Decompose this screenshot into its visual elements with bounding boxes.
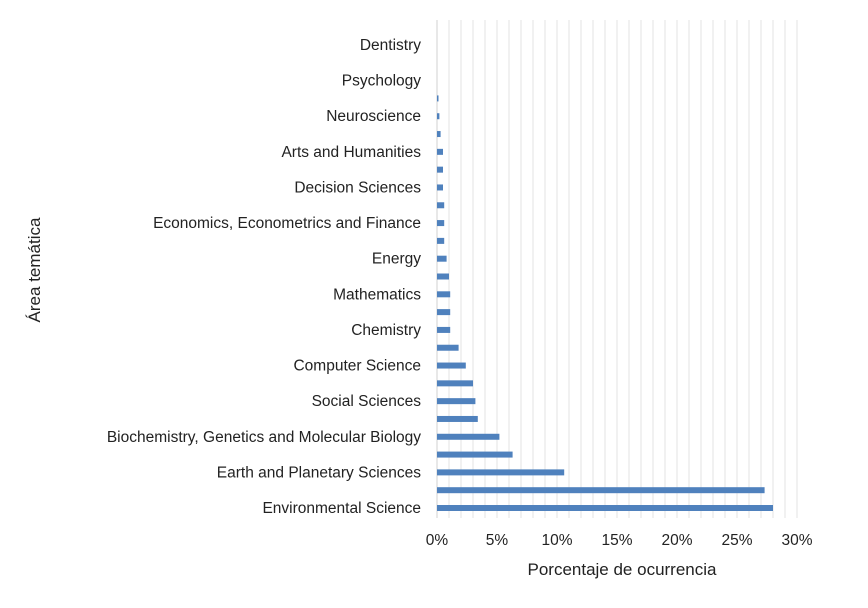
bar (437, 148, 443, 155)
bar (437, 362, 466, 369)
bar (437, 380, 473, 387)
category-label: Biochemistry, Genetics and Molecular Bio… (107, 429, 421, 446)
gridlines (436, 20, 798, 518)
bar (437, 451, 513, 458)
bar (437, 220, 445, 227)
category-label: Dentistry (360, 37, 421, 54)
x-tick-label: 0% (426, 532, 449, 549)
category-label: Mathematics (333, 286, 421, 303)
bar (437, 184, 443, 191)
bar (437, 113, 440, 120)
category-labels: Environmental Science Earth and Planetary… (107, 37, 421, 517)
bar (437, 291, 451, 298)
bar (437, 95, 439, 102)
category-label: Decision Sciences (294, 179, 421, 196)
bar (437, 255, 447, 262)
bar (437, 131, 441, 138)
x-tick-label: 20% (661, 532, 692, 549)
category-label: Social Sciences (312, 393, 422, 410)
category-label: Psychology (342, 73, 422, 90)
category-label: Arts and Humanities (281, 144, 421, 161)
x-tick-label: 25% (721, 532, 752, 549)
x-tick-label: 15% (601, 532, 632, 549)
bar (437, 237, 445, 244)
x-tick-labels: 0% 5% 10% 15% 20% 25% 30% (426, 532, 813, 549)
category-label: Environmental Science (262, 500, 421, 517)
x-tick-label: 30% (781, 532, 812, 549)
bar (437, 166, 443, 173)
category-label: Economics, Econometrics and Finance (153, 215, 421, 232)
x-tick-label: 10% (541, 532, 572, 549)
bar (437, 398, 476, 405)
category-label: Energy (372, 251, 421, 268)
x-tick-label: 5% (486, 532, 509, 549)
category-label: Earth and Planetary Sciences (217, 464, 421, 481)
bar (437, 469, 565, 476)
category-label: Computer Science (293, 358, 421, 375)
bar (437, 344, 459, 351)
bars (437, 95, 773, 511)
x-axis-title: Porcentaje de ocurrencia (527, 560, 717, 579)
bar (437, 487, 765, 494)
category-label: Neuroscience (326, 108, 421, 125)
category-label: Chemistry (351, 322, 421, 339)
bar (437, 433, 500, 440)
y-axis-title: Área temática (25, 217, 44, 322)
bar (437, 309, 451, 316)
bar (437, 273, 449, 280)
bar (437, 326, 451, 333)
bar (437, 415, 478, 422)
bar (437, 202, 445, 209)
bar (437, 505, 773, 511)
